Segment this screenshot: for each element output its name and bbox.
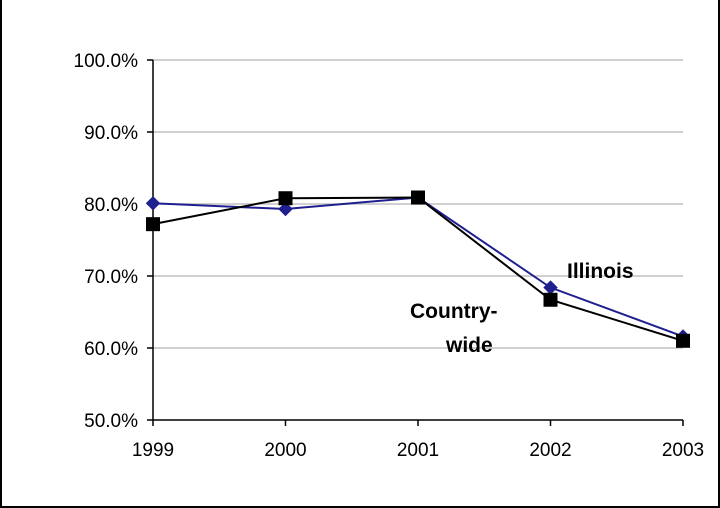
series-label-countrywide-line2: wide	[445, 334, 493, 357]
x-tick-label: 2003	[662, 440, 704, 461]
x-tick-label: 1999	[132, 440, 174, 461]
series	[145, 190, 691, 348]
data-point-square	[278, 191, 293, 206]
y-tick-label: 60.0%	[84, 339, 138, 360]
series-labels: Illinois Country- wide	[410, 260, 634, 357]
data-point-diamond	[145, 196, 161, 211]
series-label-countrywide-line1: Country-	[410, 300, 498, 323]
series-countrywide	[146, 190, 690, 348]
gridlines	[153, 59, 683, 349]
y-tick-labels: 50.0% 60.0% 70.0% 80.0% 90.0% 100.0%	[74, 51, 153, 432]
data-point-square	[146, 217, 160, 232]
data-point-diamond	[278, 201, 293, 217]
x-tick-label: 2000	[264, 440, 306, 461]
series-label-illinois: Illinois	[567, 260, 634, 283]
y-tick-label: 70.0%	[84, 267, 138, 288]
data-point-square	[543, 292, 558, 307]
y-tick-label: 90.0%	[84, 123, 138, 144]
x-tick-labels: 1999 2000 2001 2002 2003	[132, 420, 704, 461]
y-tick-label: 80.0%	[84, 195, 138, 216]
data-point-diamond	[543, 280, 558, 295]
data-point-square	[676, 333, 690, 348]
x-tick-label: 2002	[529, 440, 571, 461]
axes	[152, 60, 683, 421]
data-point-square	[411, 190, 425, 205]
y-tick-label: 50.0%	[84, 411, 138, 432]
y-tick-label: 100.0%	[74, 51, 139, 72]
x-tick-label: 2001	[397, 440, 439, 461]
